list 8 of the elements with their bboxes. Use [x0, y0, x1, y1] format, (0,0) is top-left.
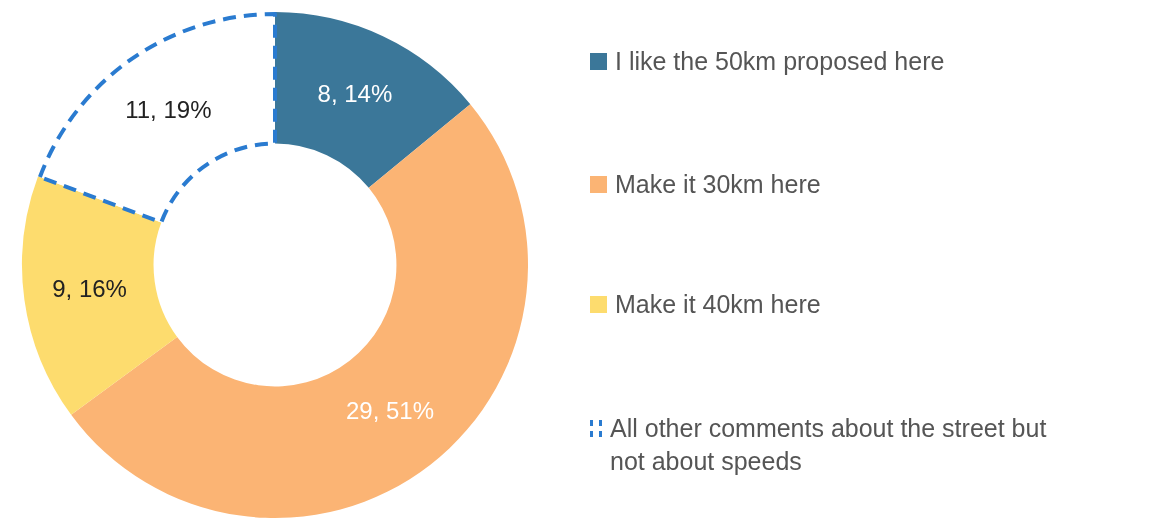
legend-label: Make it 40km here [615, 289, 821, 320]
data-label: 29, 51% [345, 397, 435, 425]
data-label: 8, 14% [317, 80, 393, 108]
data-label: 11, 19% [125, 95, 212, 123]
legend-label: All other comments about the street but not about speeds [610, 413, 1048, 477]
data-label: 9, 16% [52, 275, 127, 303]
legend-label: I like the 50km proposed here [615, 46, 945, 77]
legend-label: Make it 30km here [615, 169, 821, 200]
